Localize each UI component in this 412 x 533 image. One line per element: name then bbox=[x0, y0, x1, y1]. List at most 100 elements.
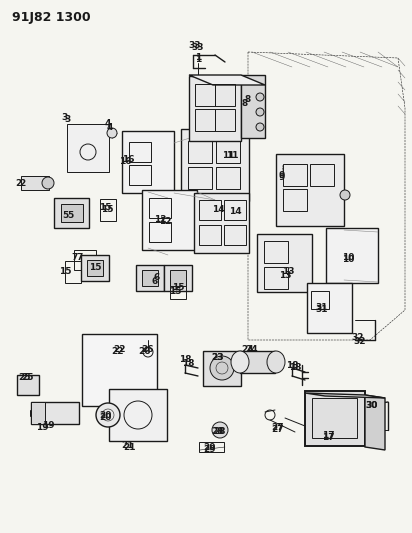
Text: 3: 3 bbox=[65, 116, 71, 125]
Circle shape bbox=[96, 403, 120, 427]
Bar bbox=[310, 164, 334, 186]
Text: 11: 11 bbox=[226, 150, 238, 159]
Text: 15: 15 bbox=[169, 287, 181, 296]
Text: 29: 29 bbox=[204, 446, 216, 455]
Bar bbox=[81, 255, 109, 281]
Bar bbox=[67, 124, 109, 172]
Text: 15: 15 bbox=[89, 263, 101, 272]
Bar bbox=[199, 225, 221, 245]
Text: 28: 28 bbox=[212, 427, 224, 437]
Bar bbox=[170, 277, 186, 299]
Polygon shape bbox=[305, 393, 385, 398]
Text: 15: 15 bbox=[99, 203, 111, 212]
Circle shape bbox=[210, 356, 234, 380]
Bar bbox=[199, 200, 221, 220]
Text: 16: 16 bbox=[122, 156, 134, 165]
Text: 15: 15 bbox=[101, 206, 113, 214]
Bar bbox=[61, 204, 83, 222]
Bar bbox=[224, 200, 246, 220]
Ellipse shape bbox=[231, 351, 249, 373]
Bar bbox=[31, 402, 45, 424]
Text: 1: 1 bbox=[195, 55, 201, 64]
Text: 11: 11 bbox=[222, 150, 234, 159]
Text: 29: 29 bbox=[204, 443, 216, 453]
Text: 20: 20 bbox=[99, 413, 111, 422]
Bar bbox=[216, 167, 240, 189]
Bar bbox=[188, 141, 212, 163]
Text: 25: 25 bbox=[19, 374, 31, 383]
Text: 27: 27 bbox=[272, 424, 284, 432]
Text: 26: 26 bbox=[142, 345, 154, 354]
Text: 13: 13 bbox=[279, 271, 291, 279]
Bar bbox=[307, 283, 353, 333]
Polygon shape bbox=[189, 75, 265, 85]
Circle shape bbox=[107, 128, 117, 138]
Bar bbox=[189, 76, 241, 141]
Text: 19: 19 bbox=[42, 421, 54, 430]
Bar bbox=[326, 228, 378, 282]
Text: 18: 18 bbox=[289, 364, 301, 373]
Bar bbox=[143, 190, 197, 250]
Text: 4: 4 bbox=[105, 119, 111, 128]
Bar bbox=[215, 84, 235, 106]
Text: 18: 18 bbox=[286, 360, 298, 369]
Bar bbox=[216, 141, 240, 163]
Text: 14: 14 bbox=[212, 206, 224, 214]
Text: 26: 26 bbox=[139, 348, 151, 357]
Bar bbox=[100, 199, 116, 221]
Text: 18: 18 bbox=[179, 356, 191, 365]
Text: 23: 23 bbox=[212, 353, 224, 362]
Bar bbox=[241, 351, 276, 373]
Bar bbox=[276, 154, 344, 226]
Text: 20: 20 bbox=[99, 410, 111, 419]
Text: 22: 22 bbox=[112, 348, 124, 357]
Bar bbox=[312, 398, 358, 438]
Text: 5: 5 bbox=[67, 211, 73, 220]
Bar bbox=[17, 375, 39, 395]
Text: 19: 19 bbox=[36, 424, 48, 432]
Text: 7: 7 bbox=[77, 254, 83, 262]
Text: 91J82 1300: 91J82 1300 bbox=[12, 12, 91, 25]
Polygon shape bbox=[365, 395, 385, 450]
Text: 30: 30 bbox=[366, 400, 378, 409]
Bar bbox=[195, 109, 215, 131]
Text: 24: 24 bbox=[242, 345, 254, 354]
Text: 16: 16 bbox=[119, 157, 131, 166]
Ellipse shape bbox=[267, 351, 285, 373]
Circle shape bbox=[256, 123, 264, 131]
Bar bbox=[264, 241, 288, 263]
Circle shape bbox=[42, 177, 54, 189]
Text: 32: 32 bbox=[352, 334, 364, 343]
Text: 23: 23 bbox=[212, 353, 224, 362]
Bar bbox=[164, 265, 192, 291]
Bar bbox=[142, 270, 158, 286]
Text: 25: 25 bbox=[22, 374, 34, 383]
Bar bbox=[258, 234, 312, 292]
Circle shape bbox=[212, 422, 228, 438]
Bar bbox=[170, 270, 186, 286]
Text: 24: 24 bbox=[246, 345, 258, 354]
Bar bbox=[203, 351, 241, 385]
Text: 33: 33 bbox=[192, 44, 204, 52]
Text: 10: 10 bbox=[342, 255, 354, 264]
Text: 2: 2 bbox=[15, 179, 21, 188]
Bar bbox=[181, 129, 249, 201]
Circle shape bbox=[340, 190, 350, 200]
Bar bbox=[65, 261, 81, 283]
Bar bbox=[194, 193, 250, 253]
Bar bbox=[122, 131, 174, 193]
Text: 15: 15 bbox=[59, 268, 71, 277]
Text: 6: 6 bbox=[152, 278, 158, 287]
Text: 8: 8 bbox=[242, 99, 248, 108]
Bar bbox=[129, 165, 151, 185]
Bar bbox=[283, 189, 307, 211]
Bar bbox=[195, 84, 215, 106]
Text: 31: 31 bbox=[316, 305, 328, 314]
Text: 28: 28 bbox=[214, 427, 226, 437]
Bar bbox=[129, 142, 151, 162]
Bar bbox=[74, 250, 96, 270]
Bar bbox=[305, 391, 365, 446]
Text: 30: 30 bbox=[366, 400, 378, 409]
Text: 32: 32 bbox=[354, 337, 366, 346]
Circle shape bbox=[256, 108, 264, 116]
